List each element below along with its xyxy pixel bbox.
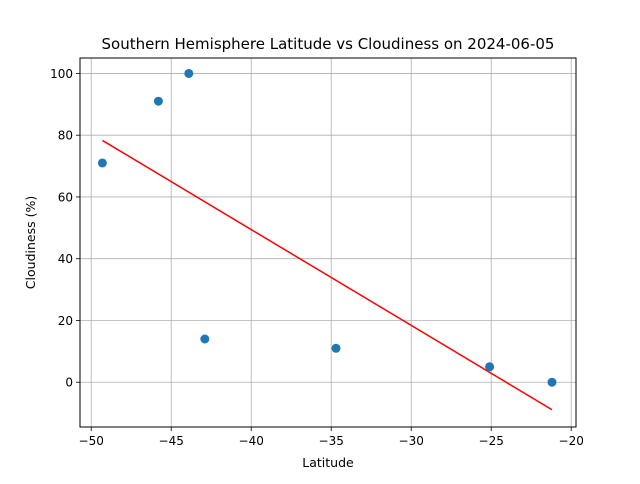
axis-ticks: −50 −45 −40 −35 −30 −25 −20 0 20 40 60 80 100 [50, 67, 584, 448]
y-tick-label: 80 [58, 129, 73, 143]
x-tick-label: −40 [239, 434, 264, 448]
data-points [97, 68, 557, 387]
x-axis-label: Latitude [302, 455, 354, 470]
x-tick-label: −45 [159, 434, 184, 448]
scatter-point [184, 68, 194, 78]
x-tick-label: −25 [479, 434, 504, 448]
y-tick-label: 40 [58, 252, 73, 266]
scatter-point [485, 362, 495, 372]
scatter-point [547, 377, 557, 387]
y-tick-label: 0 [65, 376, 73, 390]
scatter-point [97, 158, 107, 168]
y-tick-label: 20 [58, 314, 73, 328]
regression-line [102, 139, 553, 411]
grid [80, 58, 576, 427]
scatter-point [153, 96, 163, 106]
y-tick-label: 60 [58, 190, 73, 204]
x-tick-label: −30 [399, 434, 424, 448]
x-tick-label: −20 [559, 434, 584, 448]
y-axis-label: Cloudiness (%) [23, 196, 38, 289]
x-tick-label: −50 [79, 434, 104, 448]
plot-frame [79, 57, 577, 428]
y-tick-label: 100 [50, 67, 73, 81]
scatter-point [331, 343, 341, 353]
chart-title: Southern Hemisphere Latitude vs Cloudine… [102, 35, 555, 53]
x-tick-label: −35 [319, 434, 344, 448]
regression-line-layer [102, 139, 553, 411]
scatter-point [200, 334, 210, 344]
